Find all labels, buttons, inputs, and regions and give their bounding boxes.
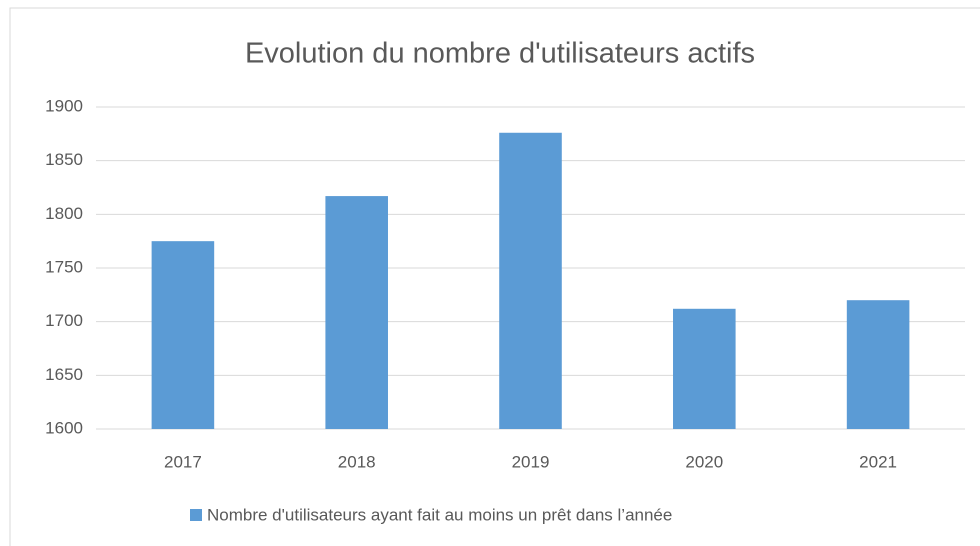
bar [325, 196, 388, 429]
bar [673, 308, 736, 429]
y-tick-label: 1900 [45, 96, 83, 115]
y-tick-label: 1850 [45, 150, 83, 169]
x-tick-label: 2021 [859, 452, 897, 471]
x-tick-label: 2020 [685, 452, 723, 471]
legend-swatch [190, 509, 202, 521]
y-tick-label: 1750 [45, 257, 83, 276]
y-tick-label: 1700 [45, 311, 83, 330]
bar [846, 300, 910, 429]
chart-title: Evolution du nombre d'utilisateurs actif… [245, 38, 755, 70]
y-tick-label: 1650 [45, 365, 83, 384]
bar [499, 132, 562, 429]
bar [151, 241, 215, 429]
y-tick-label: 1800 [45, 204, 83, 223]
legend-label: Nombre d'utilisateurs ayant fait au moin… [207, 505, 672, 524]
x-tick-label: 2018 [338, 452, 376, 471]
x-tick-label: 2019 [512, 452, 550, 471]
x-tick-label: 2017 [164, 452, 202, 471]
y-tick-label: 1600 [45, 418, 83, 437]
